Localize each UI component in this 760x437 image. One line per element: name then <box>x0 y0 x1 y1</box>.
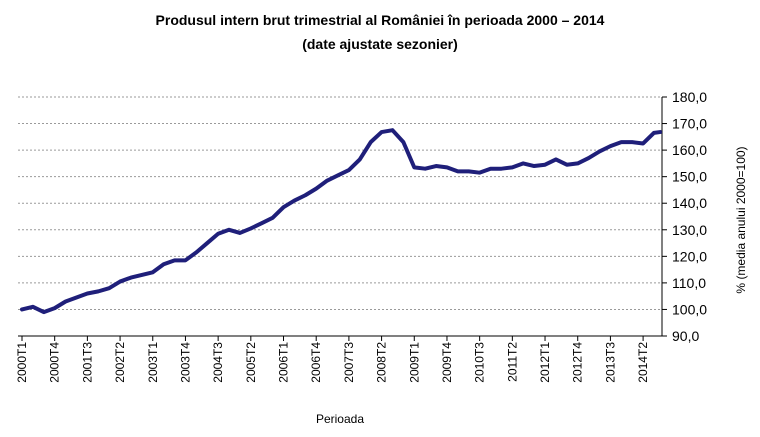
y-tick-label: 120,0 <box>672 248 707 264</box>
chart-subtitle: (date ajustate sezonier) <box>302 36 458 52</box>
y-tick-label: 100,0 <box>672 301 707 317</box>
gridlines <box>18 96 662 310</box>
x-tick-label: 2008T2 <box>375 342 389 383</box>
y-tick-label: 130,0 <box>672 222 707 238</box>
x-tick-label: 2011T2 <box>505 342 519 382</box>
y-axis-ticks: 180,0 170,0 160,0 150,0 140,0 130,0 120,0 110,0… <box>18 89 707 344</box>
x-tick-label: 2006T4 <box>309 342 323 383</box>
x-axis-ticks: 2000T1 2000T4 2001T3 2002T2 2003T1 2003T4 2004… <box>15 336 650 383</box>
x-tick-label: 2007T3 <box>342 342 356 383</box>
x-tick-label: 2006T1 <box>277 342 291 383</box>
series-line <box>20 128 662 315</box>
x-tick-label: 2004T3 <box>211 342 225 383</box>
x-tick-label: 2014T2 <box>636 342 650 383</box>
x-axis-label: Perioada <box>316 412 364 426</box>
y-tick-label: 150,0 <box>672 169 707 185</box>
x-tick-label: 2005T2 <box>244 342 258 383</box>
y-tick-label: 170,0 <box>672 116 707 132</box>
series-group <box>20 128 662 315</box>
x-tick-label: 2003T1 <box>146 342 160 383</box>
x-tick-label: 2010T3 <box>473 342 487 383</box>
x-tick-label: 2001T3 <box>80 342 94 383</box>
y-tick-label: 160,0 <box>672 142 707 158</box>
x-tick-label: 2000T4 <box>48 342 62 383</box>
y-tick-label: 110,0 <box>672 275 706 291</box>
x-tick-label: 2000T1 <box>15 342 29 383</box>
x-tick-label: 2012T4 <box>571 342 585 383</box>
chart-title: Produsul intern brut trimestrial al Româ… <box>155 12 605 28</box>
x-tick-label: 2003T4 <box>178 342 192 383</box>
y-tick-label: 180,0 <box>672 89 707 105</box>
x-tick-label: 2012T1 <box>538 342 552 383</box>
x-tick-label: 2009T1 <box>407 342 421 383</box>
x-tick-label: 2002T2 <box>113 342 127 383</box>
y-tick-label: 140,0 <box>672 195 707 211</box>
x-tick-label: 2009T4 <box>440 342 454 383</box>
y-axis-label: % (media anului 2000=100) <box>734 146 748 293</box>
x-tick-label: 2013T3 <box>603 342 617 383</box>
y-tick-label: 90,0 <box>672 328 699 344</box>
